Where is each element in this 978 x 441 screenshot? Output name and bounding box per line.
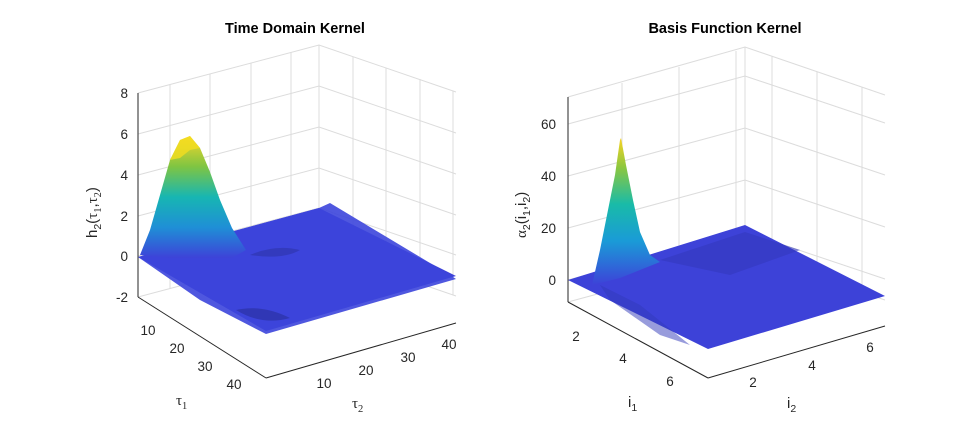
x-axis-label: τ1 (176, 393, 187, 412)
x-axis-label: i1 (628, 394, 637, 414)
y-tick: 10 (316, 376, 331, 391)
y-tick: 30 (400, 350, 415, 365)
x-tick: 10 (140, 323, 155, 338)
z-tick: 6 (120, 127, 128, 142)
z-tick: 60 (541, 117, 556, 132)
z-tick: 0 (548, 273, 556, 288)
z-axis-label: α2(i1,i2) (513, 192, 533, 238)
x-tick: 30 (197, 359, 212, 374)
axes-lines (137, 93, 457, 379)
y-tick: 20 (358, 363, 373, 378)
z-tick: 20 (541, 221, 556, 236)
x-tick-labels: 10 20 30 40 (140, 323, 241, 392)
z-tick: 40 (541, 169, 556, 184)
subplot-time-domain-kernel: Time Domain Kernel 8 6 4 2 0 -2 (84, 21, 457, 415)
z-tick: -2 (116, 290, 128, 305)
subplot-basis-function-kernel: Basis Function Kernel 60 40 20 0 2 4 (513, 21, 886, 415)
y-tick: 4 (808, 358, 816, 373)
y-tick-labels: 10 20 30 40 (316, 337, 456, 391)
axes-lines (567, 97, 886, 379)
z-axis-label: h2(τ1,τ2) (84, 187, 104, 238)
surface (138, 136, 456, 334)
z-tick-labels: 60 40 20 0 (541, 117, 556, 288)
y-tick: 40 (441, 337, 456, 352)
x-tick: 4 (619, 351, 627, 366)
x-tick: 40 (226, 377, 241, 392)
z-tick: 4 (120, 168, 128, 183)
z-tick: 0 (120, 249, 128, 264)
chart-title: Time Domain Kernel (225, 21, 365, 37)
x-tick-labels: 2 4 6 (572, 329, 674, 389)
y-tick: 2 (749, 375, 757, 390)
z-tick-labels: 8 6 4 2 0 -2 (116, 86, 129, 305)
y-tick-labels: 2 4 6 (749, 340, 874, 390)
x-tick: 6 (666, 374, 674, 389)
z-tick: 8 (120, 86, 128, 101)
chart-title: Basis Function Kernel (648, 21, 801, 37)
y-tick: 6 (866, 340, 874, 355)
y-axis-label: i2 (787, 395, 796, 415)
x-tick: 2 (572, 329, 580, 344)
x-tick: 20 (169, 341, 184, 356)
z-tick: 2 (120, 209, 128, 224)
surface (568, 138, 885, 349)
y-axis-label: τ2 (352, 396, 363, 415)
